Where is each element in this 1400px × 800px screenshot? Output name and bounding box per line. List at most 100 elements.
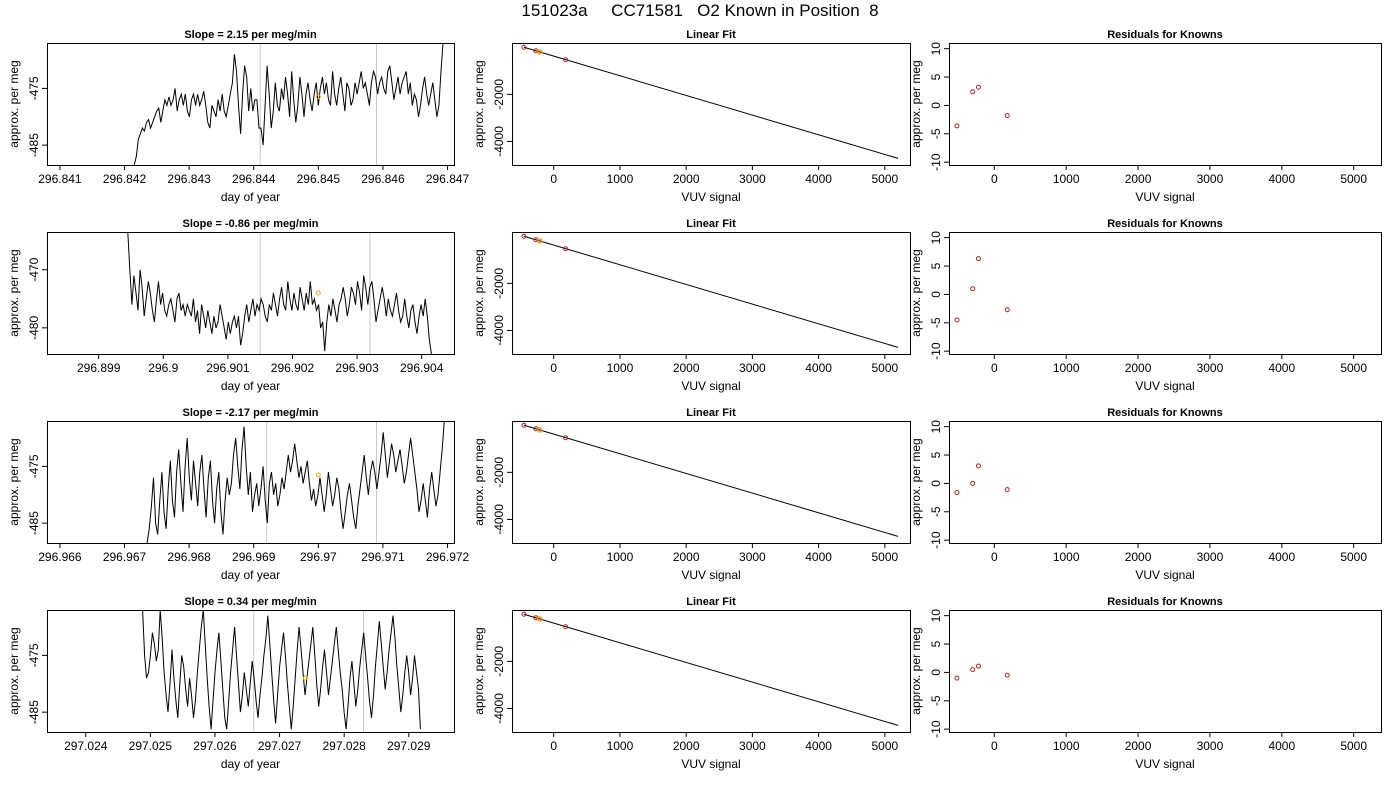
series-line: [142, 610, 421, 730]
y-tick-label: -4000: [492, 126, 506, 157]
x-tick-label: 0: [991, 739, 998, 753]
chart-panel-linear_fit-row2: Linear Fit 0 1000 2000 3000 4000 5000 -2000 -400…: [472, 218, 911, 393]
x-tick-label: 2000: [1125, 361, 1152, 375]
x-tick-label: 296.901: [206, 361, 250, 375]
x-tick-label: 296.967: [103, 550, 147, 564]
series-line: [146, 421, 445, 543]
x-tick-label: 2000: [1125, 550, 1152, 564]
y-tick-label: 10: [929, 609, 943, 623]
residual-point: [1004, 487, 1010, 493]
x-tick-label: 4000: [1268, 550, 1295, 564]
chart-panel-timeseries-row4: Slope = 0.34 per meg/min 297.024 297.025 29…: [7, 596, 455, 771]
x-tick-label: 296.843: [167, 172, 211, 186]
y-tick-label: 10: [929, 42, 943, 56]
x-tick-label: 3000: [1197, 172, 1224, 186]
series-line: [127, 232, 432, 354]
x-tick-label: 4000: [805, 739, 832, 753]
residual-point: [1004, 307, 1010, 313]
plot-frame: [47, 232, 455, 355]
highlight-point: [537, 616, 543, 622]
plot-frame: [949, 232, 1382, 355]
x-tick-label: 297.026: [193, 739, 237, 753]
panel-title: Slope = 2.15 per meg/min: [184, 29, 317, 41]
x-tick-label: 296.904: [400, 361, 444, 375]
data-point: [563, 624, 569, 630]
highlight-point: [315, 472, 321, 478]
residual-point: [975, 463, 981, 469]
data-point: [521, 422, 527, 428]
x-tick-label: 4000: [1268, 361, 1295, 375]
x-tick-label: 296.845: [297, 172, 341, 186]
panel-title: Residuals for Knowns: [1107, 596, 1223, 608]
x-tick-label: 3000: [1197, 550, 1224, 564]
residual-point: [970, 667, 976, 673]
fit-line: [523, 46, 899, 159]
plot-area: [142, 610, 421, 732]
x-tick-label: 4000: [805, 550, 832, 564]
plot-frame: [47, 421, 455, 544]
plot-frame: [512, 232, 911, 355]
plot-frame: [949, 43, 1382, 166]
x-axis-label: VUV signal: [1135, 190, 1194, 204]
y-axis-label: approx. per meg: [472, 438, 486, 525]
x-axis-label: VUV signal: [1135, 757, 1194, 771]
residual-point: [1004, 672, 1010, 678]
x-tick-label: 296.842: [103, 172, 147, 186]
x-tick-label: 1000: [1053, 739, 1080, 753]
highlight-point: [537, 427, 543, 433]
panel-title: Linear Fit: [686, 596, 736, 608]
y-tick-label: 5: [929, 451, 943, 458]
panel-title: Slope = 0.34 per meg/min: [184, 596, 317, 608]
fit-line: [523, 613, 899, 726]
plot-frame: [512, 610, 911, 733]
plot-frame: [949, 610, 1382, 733]
x-tick-label: 3000: [739, 172, 766, 186]
x-tick-label: 0: [550, 739, 557, 753]
y-tick-label: -475: [27, 76, 41, 100]
y-tick-label: -480: [27, 316, 41, 340]
y-axis-label: approx. per meg: [909, 627, 923, 714]
x-tick-label: 2000: [673, 550, 700, 564]
panel-title: Residuals for Knowns: [1107, 29, 1223, 41]
x-tick-label: 296.972: [426, 550, 470, 564]
x-tick-label: 296.9: [148, 361, 178, 375]
x-tick-label: 3000: [739, 739, 766, 753]
y-tick-label: -475: [27, 454, 41, 478]
x-tick-label: 5000: [1340, 739, 1367, 753]
x-tick-label: 297.027: [258, 739, 302, 753]
x-tick-label: 2000: [1125, 739, 1152, 753]
plot-frame: [949, 421, 1382, 544]
x-tick-label: 297.025: [129, 739, 173, 753]
x-tick-label: 1000: [607, 172, 634, 186]
panel-title: Slope = -2.17 per meg/min: [182, 407, 318, 419]
highlight-point: [315, 94, 321, 100]
chart-panel-timeseries-row2: Slope = -0.86 per meg/min 296.899 296.9 296…: [7, 218, 455, 393]
fit-line: [523, 235, 899, 348]
x-tick-label: 296.97: [300, 550, 337, 564]
plot-area: [954, 463, 1010, 495]
y-tick-label: 0: [929, 669, 943, 676]
x-axis-label: VUV signal: [681, 379, 740, 393]
panel-title: Linear Fit: [686, 218, 736, 230]
x-tick-label: 296.846: [361, 172, 405, 186]
residual-point: [975, 256, 981, 262]
x-tick-label: 0: [550, 172, 557, 186]
residual-point: [954, 489, 960, 495]
residual-point: [1004, 113, 1010, 119]
x-tick-label: 2000: [1125, 172, 1152, 186]
plot-area: [521, 422, 899, 537]
x-axis-label: VUV signal: [1135, 568, 1194, 582]
x-tick-label: 5000: [1340, 172, 1367, 186]
plot-area: [146, 421, 445, 543]
y-tick-label: 0: [929, 480, 943, 487]
plot-area: [127, 232, 432, 354]
fit-line: [523, 424, 899, 537]
y-tick-label: -475: [27, 643, 41, 667]
x-tick-label: 296.903: [335, 361, 379, 375]
x-tick-label: 296.902: [271, 361, 315, 375]
plot-frame: [512, 43, 911, 166]
y-axis-label: approx. per meg: [909, 60, 923, 147]
x-tick-label: 0: [991, 172, 998, 186]
chart-panel-linear_fit-row3: Linear Fit 0 1000 2000 3000 4000 5000 -2000 -400…: [472, 407, 911, 582]
residual-point: [970, 480, 976, 486]
